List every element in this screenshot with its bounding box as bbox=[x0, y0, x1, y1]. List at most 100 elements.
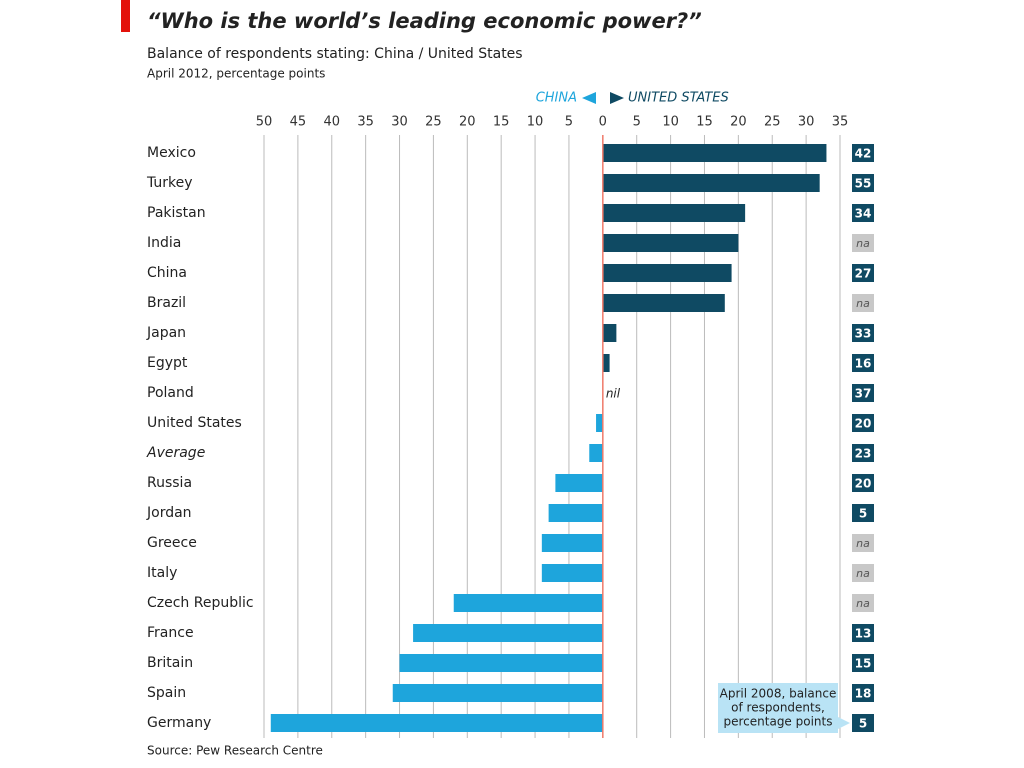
category-label: Britain bbox=[147, 655, 193, 671]
comparison-na: na bbox=[856, 297, 870, 310]
comparison-box bbox=[852, 324, 874, 342]
zero-label: nil bbox=[606, 387, 621, 401]
comparison-na: na bbox=[856, 237, 870, 250]
comparison-box bbox=[852, 144, 874, 162]
x-tick-label: 50 bbox=[256, 115, 273, 130]
x-tick-label: 15 bbox=[493, 115, 510, 130]
x-tick-label: 5 bbox=[565, 115, 573, 130]
category-label: India bbox=[147, 235, 181, 251]
bar bbox=[596, 414, 603, 432]
bar bbox=[602, 144, 827, 162]
subtitle: Balance of respondents stating: China / … bbox=[147, 46, 523, 62]
comparison-value: 13 bbox=[855, 627, 872, 641]
category-label: Mexico bbox=[147, 145, 196, 161]
x-tick-label: 15 bbox=[696, 115, 713, 130]
comparison-box bbox=[852, 384, 874, 402]
bar bbox=[413, 624, 603, 642]
bar bbox=[602, 354, 610, 372]
bar bbox=[602, 204, 746, 222]
comparison-box bbox=[852, 654, 874, 672]
chart-title: “Who is the world’s leading economic pow… bbox=[147, 9, 702, 33]
bar bbox=[602, 174, 820, 192]
bar bbox=[602, 294, 725, 312]
comparison-box bbox=[852, 234, 874, 252]
comparison-box bbox=[852, 684, 874, 702]
category-label: Jordan bbox=[146, 505, 192, 521]
comparison-na: na bbox=[856, 567, 870, 580]
comparison-value: 55 bbox=[855, 177, 872, 191]
comparison-box bbox=[852, 264, 874, 282]
comparison-box bbox=[852, 174, 874, 192]
category-label: Japan bbox=[146, 325, 186, 341]
category-label: Average bbox=[146, 445, 205, 461]
category-label: Poland bbox=[147, 385, 194, 401]
category-label: Brazil bbox=[147, 295, 186, 311]
comparison-box bbox=[852, 534, 874, 552]
bar bbox=[555, 474, 603, 492]
x-tick-label: 0 bbox=[599, 115, 607, 130]
callout-text: April 2008, balance bbox=[720, 687, 837, 701]
comparison-box bbox=[852, 204, 874, 222]
bar bbox=[399, 654, 603, 672]
comparison-value: 34 bbox=[855, 207, 872, 221]
comparison-value: 27 bbox=[855, 267, 872, 281]
x-tick-label: 10 bbox=[662, 115, 679, 130]
x-tick-label: 20 bbox=[459, 115, 476, 130]
x-tick-label: 10 bbox=[527, 115, 544, 130]
category-label: United States bbox=[147, 415, 242, 431]
comparison-value: 18 bbox=[855, 687, 872, 701]
bar bbox=[602, 234, 739, 252]
comparison-box bbox=[852, 714, 874, 732]
callout-text: of respondents, bbox=[731, 701, 825, 715]
category-label: Spain bbox=[147, 685, 186, 701]
category-label: Russia bbox=[147, 475, 192, 491]
category-label: Greece bbox=[147, 535, 197, 551]
comparison-value: 15 bbox=[855, 657, 872, 671]
x-tick-label: 35 bbox=[832, 115, 849, 130]
comparison-na: na bbox=[856, 537, 870, 550]
comparison-box bbox=[852, 474, 874, 492]
left-label: CHINA bbox=[536, 91, 577, 106]
x-tick-label: 25 bbox=[425, 115, 442, 130]
source: Source: Pew Research Centre bbox=[147, 744, 323, 758]
bar bbox=[548, 504, 603, 522]
callout bbox=[718, 683, 850, 733]
callout-text: percentage points bbox=[724, 715, 833, 729]
x-tick-label: 20 bbox=[730, 115, 747, 130]
comparison-value: 20 bbox=[855, 477, 872, 491]
accent-bar bbox=[121, 0, 130, 32]
bar bbox=[541, 564, 603, 582]
category-label: Egypt bbox=[147, 355, 188, 371]
category-label: Czech Republic bbox=[147, 595, 254, 611]
bar bbox=[602, 264, 732, 282]
x-tick-label: 30 bbox=[798, 115, 815, 130]
comparison-box bbox=[852, 414, 874, 432]
comparison-value: 23 bbox=[855, 447, 872, 461]
comparison-box bbox=[852, 294, 874, 312]
x-tick-label: 35 bbox=[357, 115, 374, 130]
left-arrow bbox=[582, 92, 596, 104]
comparison-na: na bbox=[856, 597, 870, 610]
comparison-value: 42 bbox=[855, 147, 872, 161]
comparison-value: 5 bbox=[859, 507, 867, 521]
comparison-value: 37 bbox=[855, 387, 872, 401]
comparison-box bbox=[852, 354, 874, 372]
bar bbox=[602, 324, 617, 342]
comparison-box bbox=[852, 624, 874, 642]
bar bbox=[541, 534, 603, 552]
comparison-value: 16 bbox=[855, 357, 872, 371]
bar bbox=[392, 684, 603, 702]
x-tick-label: 40 bbox=[323, 115, 340, 130]
right-arrow bbox=[610, 92, 624, 104]
comparison-box bbox=[852, 504, 874, 522]
category-label: France bbox=[147, 625, 194, 641]
comparison-value: 20 bbox=[855, 417, 872, 431]
comparison-value: 33 bbox=[855, 327, 872, 341]
bar bbox=[270, 714, 603, 732]
category-label: Pakistan bbox=[147, 205, 206, 221]
x-tick-label: 45 bbox=[290, 115, 307, 130]
category-label: Turkey bbox=[146, 175, 193, 191]
category-label: Germany bbox=[147, 715, 211, 731]
comparison-box bbox=[852, 594, 874, 612]
